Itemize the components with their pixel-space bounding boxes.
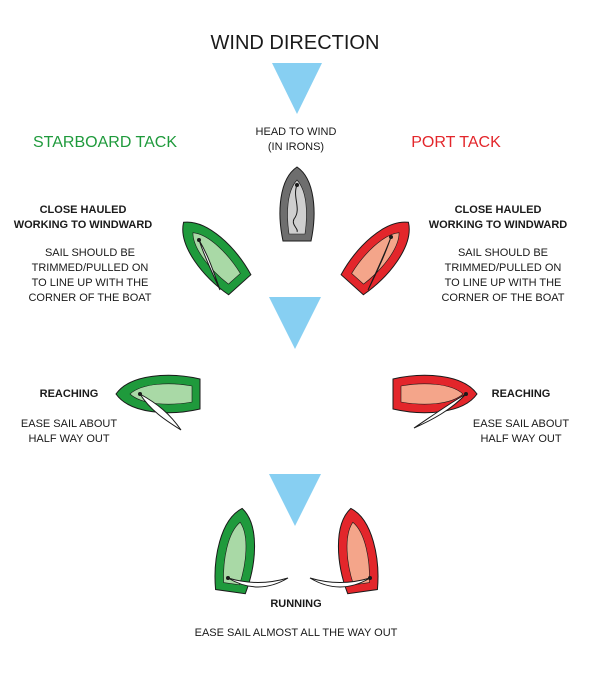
starboard-reaching-title: REACHING <box>39 388 99 400</box>
sail-port-reaching <box>413 393 467 429</box>
sail-starboard-running <box>227 577 289 588</box>
boat-in-irons <box>279 166 315 242</box>
wind-arrow-bottom <box>269 474 321 526</box>
boat-starboard-close-hauled <box>169 209 255 298</box>
running-title: RUNNING <box>270 598 322 610</box>
running-desc: EASE SAIL ALMOST ALL THE WAY OUT <box>194 627 398 639</box>
title-wind-direction: WIND DIRECTION <box>210 32 380 54</box>
sail-port-close-hauled <box>367 236 392 291</box>
port-reaching-desc: EASE SAIL ABOUT HALF WAY OUT <box>472 418 570 445</box>
boat-port-close-hauled <box>337 209 423 298</box>
port-close-hauled-title: CLOSE HAULED WORKING TO WINDWARD <box>428 204 568 231</box>
label-port-tack: PORT TACK <box>411 134 501 151</box>
sail-starboard-reaching <box>139 393 182 431</box>
starboard-close-hauled-title: CLOSE HAULED WORKING TO WINDWARD <box>13 204 153 231</box>
port-reaching-title: REACHING <box>491 388 551 400</box>
wind-arrow-top <box>272 63 322 114</box>
sail-starboard-close-hauled <box>198 239 221 291</box>
starboard-close-hauled-desc: SAIL SHOULD BE TRIMMED/PULLED ON TO LINE… <box>28 247 152 304</box>
label-head-to-wind: HEAD TO WIND (IN IRONS) <box>255 126 337 153</box>
port-close-hauled-desc: SAIL SHOULD BE TRIMMED/PULLED ON TO LINE… <box>441 247 565 304</box>
label-starboard-tack: STARBOARD TACK <box>32 134 178 151</box>
sail-port-running <box>309 577 371 588</box>
wind-arrow-middle <box>269 297 321 349</box>
starboard-reaching-desc: EASE SAIL ABOUT HALF WAY OUT <box>20 418 118 445</box>
